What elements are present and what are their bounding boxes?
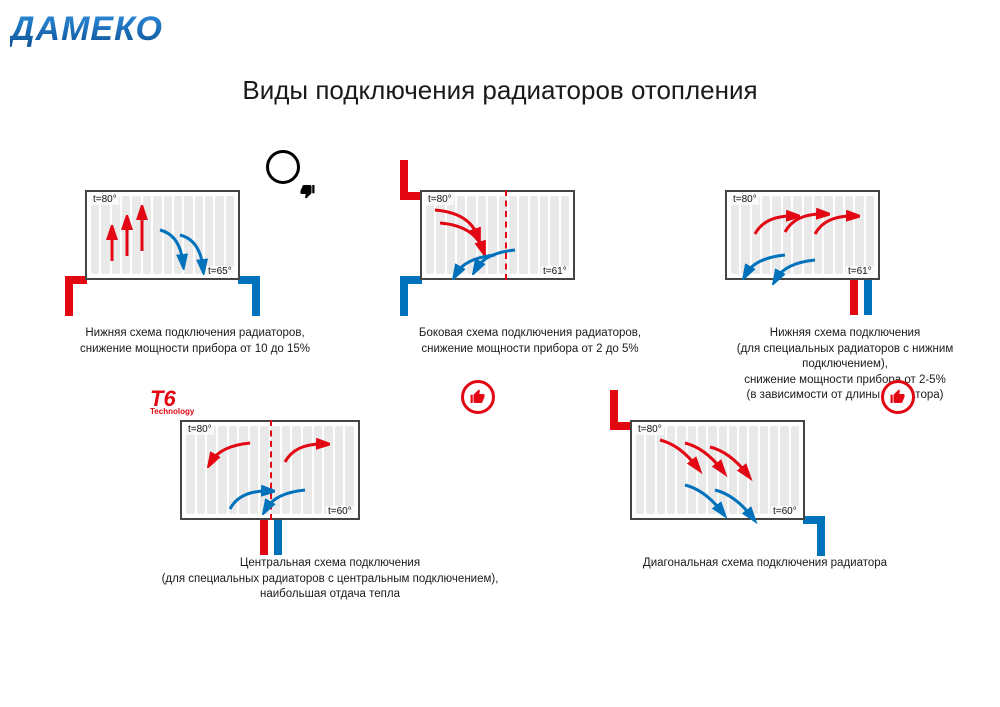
panel-caption: Диагональная схема подключения радиатора [600, 556, 930, 572]
panel-diagonal-scheme: t=80° t=60° Диагональная схема подключен… [600, 380, 930, 572]
panel-caption: Нижняя схема подключения радиаторов, сни… [55, 326, 335, 357]
rating-good-icon [461, 380, 495, 414]
temp-in-label: t=80° [426, 194, 454, 205]
temp-out-label: t=61° [541, 266, 569, 277]
radiator-diagram: t=80° t=65° [55, 150, 335, 320]
panel-bottom-scheme: t=80° t=65° Нижняя схема подключения рад… [55, 150, 335, 357]
temp-in-label: t=80° [186, 424, 214, 435]
radiator-diagram: t=80° t=61° [695, 150, 995, 320]
panel-side-scheme: t=80° t=61° Боковая схема подключения ра… [390, 150, 670, 357]
temp-out-label: t=65° [206, 266, 234, 277]
radiator-diagram: t=80° t=61° [390, 150, 670, 320]
temp-out-label: t=60° [771, 506, 799, 517]
radiator-diagram: T6Technology t=80° t=60° [150, 380, 510, 550]
temp-in-label: t=80° [91, 194, 119, 205]
panel-caption: Центральная схема подключения (для специ… [150, 556, 510, 603]
temp-out-label: t=61° [846, 266, 874, 277]
tech-badge: T6Technology [150, 390, 194, 415]
temp-in-label: t=80° [731, 194, 759, 205]
panel-central-scheme: T6Technology t=80° t=60° Центральная схе… [150, 380, 510, 603]
panel-bottom-special: t=80° t=61° Нижняя схема подключения (дл… [695, 150, 995, 404]
page-title: Виды подключения радиаторов отопления [0, 75, 1000, 106]
temp-in-label: t=80° [636, 424, 664, 435]
logo: ДАМЕКО [10, 10, 163, 49]
panel-caption: Боковая схема подключения радиаторов, сн… [390, 326, 670, 357]
temp-out-label: t=60° [326, 506, 354, 517]
rating-bad-icon [266, 150, 300, 184]
rating-good-icon [881, 380, 915, 414]
radiator-diagram: t=80° t=60° [600, 380, 930, 550]
